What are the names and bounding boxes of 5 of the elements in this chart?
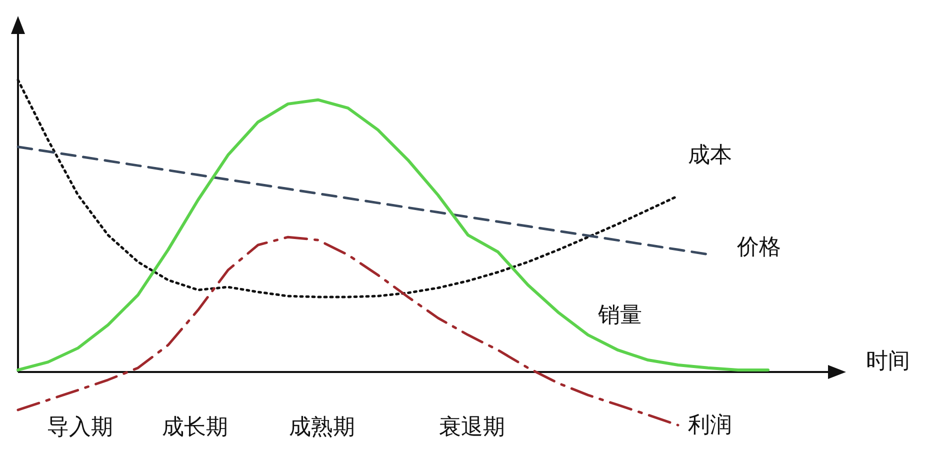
xlabel: 时间 (866, 349, 910, 374)
annotation: 衰退期 (439, 415, 505, 440)
annotation: 成长期 (162, 415, 228, 440)
annotation: 导入期 (47, 415, 113, 440)
annotation: 成熟期 (289, 415, 355, 440)
